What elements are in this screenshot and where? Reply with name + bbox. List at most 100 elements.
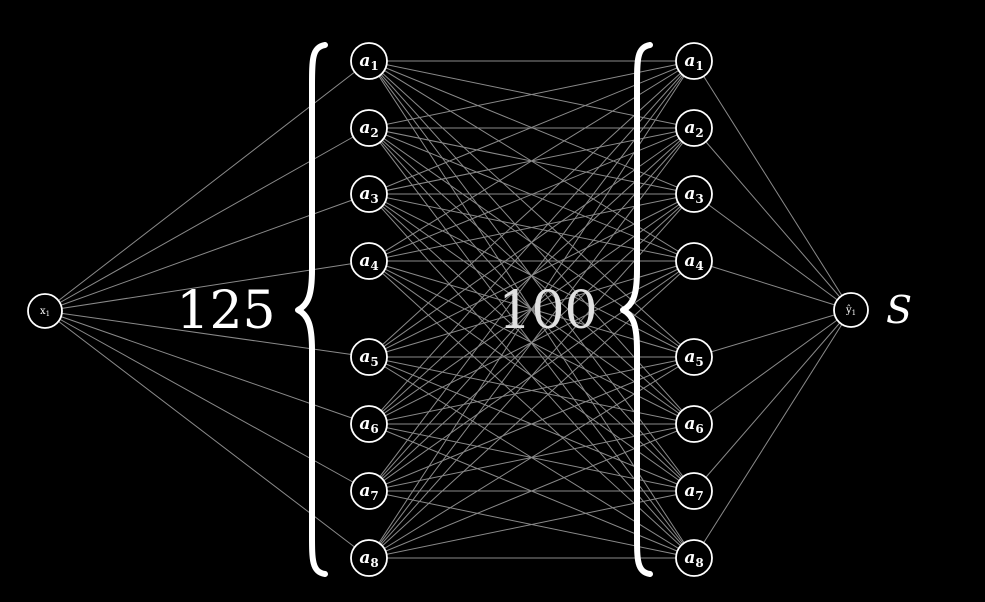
layer-1-node-a1-label: a1	[359, 51, 378, 73]
layer-2-node-a3-symbol: a	[684, 184, 695, 204]
layer-2-node-a7-circle	[675, 472, 713, 510]
layer-1-node-a8: a8	[350, 539, 388, 577]
layer-1-node-a4-label: a4	[359, 251, 378, 273]
edge-l2-6-to-output	[693, 309, 852, 425]
layer-2-node-a3-circle	[675, 175, 713, 213]
layer-2-node-a3-subscript: 3	[695, 192, 703, 206]
layer-2-node-a4-circle	[675, 242, 713, 280]
edge-l2-2-to-output	[693, 127, 852, 311]
edge-input-to-l1-5	[44, 310, 370, 358]
layer-1-node-a3-label: a3	[359, 184, 378, 206]
layer-2-node-a5-symbol: a	[684, 347, 695, 367]
layer-1-node-a4-subscript: 4	[370, 259, 378, 273]
layer-1-count-label: 125	[176, 281, 275, 341]
layer-2-node-a6: a6	[675, 405, 713, 443]
layer-2-node-a3: a3	[675, 175, 713, 213]
layer-1-node-a5: a5	[350, 338, 388, 376]
layer-2-node-a2-symbol: a	[684, 118, 695, 138]
layer-2-node-a1-subscript: 1	[695, 59, 703, 73]
layer-1-node-a7-subscript: 7	[370, 489, 378, 503]
layer-1-node-a3: a3	[350, 175, 388, 213]
layer-1-node-a7-symbol: a	[359, 481, 370, 501]
layer-1-brace-group: 125	[176, 42, 328, 577]
layer-2-node-a4-label: a4	[684, 251, 703, 273]
layer-1-node-a2-circle	[350, 109, 388, 147]
layer-1-node-a1-subscript: 1	[370, 59, 378, 73]
layer-2-node-a7: a7	[675, 472, 713, 510]
layer-1-node-a1-circle	[350, 42, 388, 80]
layer-2-node-a8-circle	[675, 539, 713, 577]
layer-1-node-a2-symbol: a	[359, 118, 370, 138]
layer-2-node-a8-label: a8	[684, 548, 703, 570]
output-node-y1-circle	[833, 292, 869, 328]
layer-2-node-a4-subscript: 4	[695, 259, 703, 273]
layer-2-node-a1: a1	[675, 42, 713, 80]
layer-1-node-a7-label: a7	[359, 481, 378, 503]
edge-l1-8-to-l2-4	[368, 260, 695, 559]
layer-1-node-a5-label: a5	[359, 347, 378, 369]
layer-1-node-a3-symbol: a	[359, 184, 370, 204]
edge-l2-4-to-output	[693, 260, 852, 311]
layer-1-node-a8-label: a8	[359, 548, 378, 570]
input-node-x1-symbol: x	[40, 306, 46, 317]
layer-1-node-a8-subscript: 8	[370, 556, 378, 570]
output-node-y1-symbol: ŷ	[845, 305, 852, 316]
layer-1-node-a6-label: a6	[359, 414, 378, 436]
layer-2-node-a1-symbol: a	[684, 51, 695, 71]
layer-2-node-a6-circle	[675, 405, 713, 443]
layer-1-node-a3-circle	[350, 175, 388, 213]
layer-1-node-a2-subscript: 2	[370, 126, 378, 140]
layer-1-node-a1: a1	[350, 42, 388, 80]
layer-1-node-a6-subscript: 6	[370, 422, 378, 436]
input-node-x1-label: x1	[40, 306, 50, 319]
layer-2-node-a2: a2	[675, 109, 713, 147]
output-symbol: S	[886, 288, 912, 332]
layer-2-node-a3-label: a3	[684, 184, 703, 206]
layer-1-node-a7-circle	[350, 472, 388, 510]
input-node-x1-subscript: 1	[46, 310, 50, 318]
layer-2-brace-group: 100	[498, 42, 653, 577]
layer-2-node-a1-circle	[675, 42, 713, 80]
layer-1-node-a2: a2	[350, 109, 388, 147]
layer-2-node-a7-label: a7	[684, 481, 703, 503]
layer-2-node-a2-subscript: 2	[695, 126, 703, 140]
layer-1-node-a3-subscript: 3	[370, 192, 378, 206]
layer-1-node-a2-label: a2	[359, 118, 378, 140]
layer-1-node-a6-circle	[350, 405, 388, 443]
layer-2-node-a7-subscript: 7	[695, 489, 703, 503]
layer-2-node-a4: a4	[675, 242, 713, 280]
layer-2-brace	[620, 42, 653, 577]
layer-1-node-a4-circle	[350, 242, 388, 280]
layer-2-node-a4-symbol: a	[684, 251, 695, 271]
layer-1-node-a4: a4	[350, 242, 388, 280]
layer-2-node-a6-label: a6	[684, 414, 703, 436]
layer-1-node-a5-symbol: a	[359, 347, 370, 367]
layer-2-node-a8: a8	[675, 539, 713, 577]
input-node-x1: x1	[27, 293, 63, 329]
layer-2-node-a8-symbol: a	[684, 548, 695, 568]
edge-l2-8-to-output	[693, 309, 852, 559]
layer-1-node-a6: a6	[350, 405, 388, 443]
layer-1-node-a1-symbol: a	[359, 51, 370, 71]
layer-2-node-a6-subscript: 6	[695, 422, 703, 436]
input-node-x1-circle	[27, 293, 63, 329]
layer-1-node-a5-circle	[350, 338, 388, 376]
output-node-y1: ŷ1	[833, 292, 869, 328]
layer-1-node-a7: a7	[350, 472, 388, 510]
edge-l2-7-to-output	[693, 309, 852, 492]
layer-2-node-a8-subscript: 8	[695, 556, 703, 570]
layer-2-node-a5: a5	[675, 338, 713, 376]
layer-2-node-a2-circle	[675, 109, 713, 147]
layer-2-node-a6-symbol: a	[684, 414, 695, 434]
output-node-y1-label: ŷ1	[845, 305, 856, 318]
output-node-y1-subscript: 1	[852, 309, 856, 317]
layer-1-node-a6-symbol: a	[359, 414, 370, 434]
layer-2-node-a1-label: a1	[684, 51, 703, 73]
layer-1-node-a5-subscript: 5	[370, 355, 378, 369]
layer-2-node-a2-label: a2	[684, 118, 703, 140]
layer-1-node-a4-symbol: a	[359, 251, 370, 271]
layer-1-node-a8-symbol: a	[359, 548, 370, 568]
layer-1-brace	[295, 42, 328, 577]
layer-2-node-a5-subscript: 5	[695, 355, 703, 369]
layer-1-node-a8-circle	[350, 539, 388, 577]
